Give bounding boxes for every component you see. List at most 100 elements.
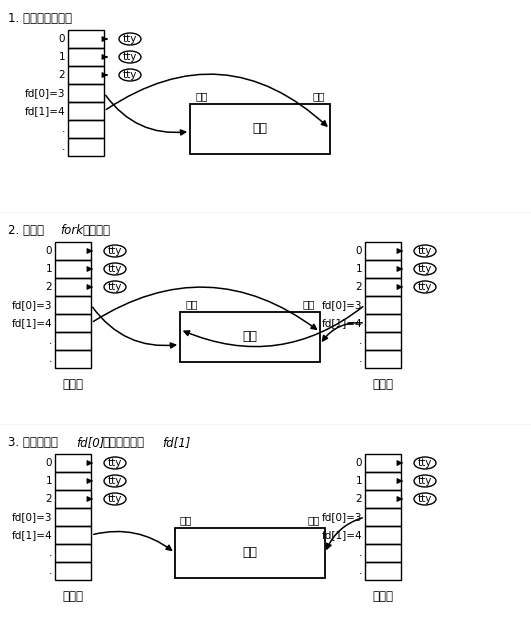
- Text: tty: tty: [108, 476, 122, 486]
- Text: 写端: 写端: [313, 91, 325, 101]
- Bar: [55, 296, 91, 314]
- Bar: [55, 260, 91, 278]
- Text: 2: 2: [45, 282, 52, 292]
- Ellipse shape: [119, 33, 141, 45]
- Text: 1: 1: [45, 476, 52, 486]
- Bar: [55, 472, 91, 490]
- Bar: [55, 490, 91, 508]
- Bar: [365, 490, 401, 508]
- Text: fd[1]=4: fd[1]=4: [321, 530, 362, 540]
- Bar: [180, 312, 320, 362]
- Text: tty: tty: [418, 264, 432, 274]
- Ellipse shape: [414, 475, 436, 487]
- Text: fd[1]=4: fd[1]=4: [11, 530, 52, 540]
- Text: fork: fork: [60, 224, 83, 237]
- Bar: [68, 120, 104, 138]
- Ellipse shape: [414, 263, 436, 275]
- Text: tty: tty: [108, 246, 122, 256]
- Bar: [365, 472, 401, 490]
- Text: 读端: 读端: [185, 299, 198, 309]
- Text: fd[0]=3: fd[0]=3: [12, 512, 52, 522]
- Ellipse shape: [104, 245, 126, 257]
- Bar: [55, 526, 91, 544]
- Text: .: .: [62, 124, 65, 134]
- Ellipse shape: [414, 245, 436, 257]
- Text: .: .: [62, 142, 65, 152]
- Bar: [365, 260, 401, 278]
- Text: 0: 0: [46, 458, 52, 468]
- Text: fd[1]=4: fd[1]=4: [11, 318, 52, 328]
- Text: 读端: 读端: [180, 515, 193, 525]
- Text: 管道: 管道: [243, 330, 258, 343]
- Text: fd[0]=3: fd[0]=3: [24, 88, 65, 98]
- Ellipse shape: [414, 493, 436, 505]
- Text: 0: 0: [355, 458, 362, 468]
- Text: 1: 1: [355, 264, 362, 274]
- Bar: [68, 66, 104, 84]
- Text: 写端: 写端: [303, 299, 315, 309]
- Text: .: .: [358, 354, 362, 364]
- Text: tty: tty: [418, 476, 432, 486]
- Text: tty: tty: [418, 458, 432, 468]
- Bar: [55, 454, 91, 472]
- Bar: [55, 242, 91, 260]
- Bar: [68, 30, 104, 48]
- Text: tty: tty: [108, 458, 122, 468]
- Bar: [55, 278, 91, 296]
- Text: 2: 2: [355, 282, 362, 292]
- Text: tty: tty: [108, 282, 122, 292]
- Bar: [55, 314, 91, 332]
- Text: 2: 2: [58, 70, 65, 80]
- Text: 管道: 管道: [253, 122, 268, 135]
- Text: fd[0]: fd[0]: [76, 436, 105, 449]
- Text: tty: tty: [123, 34, 137, 44]
- Text: fd[0]=3: fd[0]=3: [321, 512, 362, 522]
- Text: .: .: [49, 336, 52, 346]
- Bar: [55, 544, 91, 562]
- Bar: [365, 314, 401, 332]
- Text: tty: tty: [108, 494, 122, 504]
- Bar: [365, 508, 401, 526]
- Text: 读端: 读端: [195, 91, 208, 101]
- Ellipse shape: [104, 263, 126, 275]
- Text: 写端: 写端: [307, 515, 320, 525]
- Ellipse shape: [119, 51, 141, 63]
- Text: 0: 0: [46, 246, 52, 256]
- Text: 3. 父进程关闭: 3. 父进程关闭: [8, 436, 58, 449]
- Text: .: .: [358, 566, 362, 576]
- Bar: [55, 332, 91, 350]
- Bar: [365, 278, 401, 296]
- Text: 0: 0: [355, 246, 362, 256]
- Bar: [55, 562, 91, 580]
- Text: 出子进程: 出子进程: [82, 224, 110, 237]
- Text: .: .: [49, 548, 52, 558]
- Ellipse shape: [119, 69, 141, 81]
- Text: 1: 1: [355, 476, 362, 486]
- Bar: [365, 242, 401, 260]
- Text: .: .: [49, 566, 52, 576]
- Bar: [68, 48, 104, 66]
- Text: .: .: [358, 336, 362, 346]
- Text: .: .: [49, 354, 52, 364]
- Text: tty: tty: [123, 70, 137, 80]
- Bar: [365, 454, 401, 472]
- Text: fd[1]: fd[1]: [162, 436, 191, 449]
- Text: 父进程: 父进程: [63, 590, 83, 603]
- Bar: [68, 84, 104, 102]
- Text: 2: 2: [45, 494, 52, 504]
- Bar: [365, 526, 401, 544]
- Text: 子进程: 子进程: [373, 590, 393, 603]
- Text: ，子进程关闭: ，子进程关闭: [102, 436, 144, 449]
- Text: fd[1]=4: fd[1]=4: [321, 318, 362, 328]
- Bar: [365, 544, 401, 562]
- Ellipse shape: [414, 281, 436, 293]
- Ellipse shape: [104, 281, 126, 293]
- Text: 父进程: 父进程: [63, 378, 83, 391]
- Text: .: .: [358, 548, 362, 558]
- Bar: [365, 350, 401, 368]
- Text: 2. 父进程: 2. 父进程: [8, 224, 44, 237]
- Text: 0: 0: [58, 34, 65, 44]
- Text: 子进程: 子进程: [373, 378, 393, 391]
- Text: tty: tty: [108, 264, 122, 274]
- Bar: [68, 102, 104, 120]
